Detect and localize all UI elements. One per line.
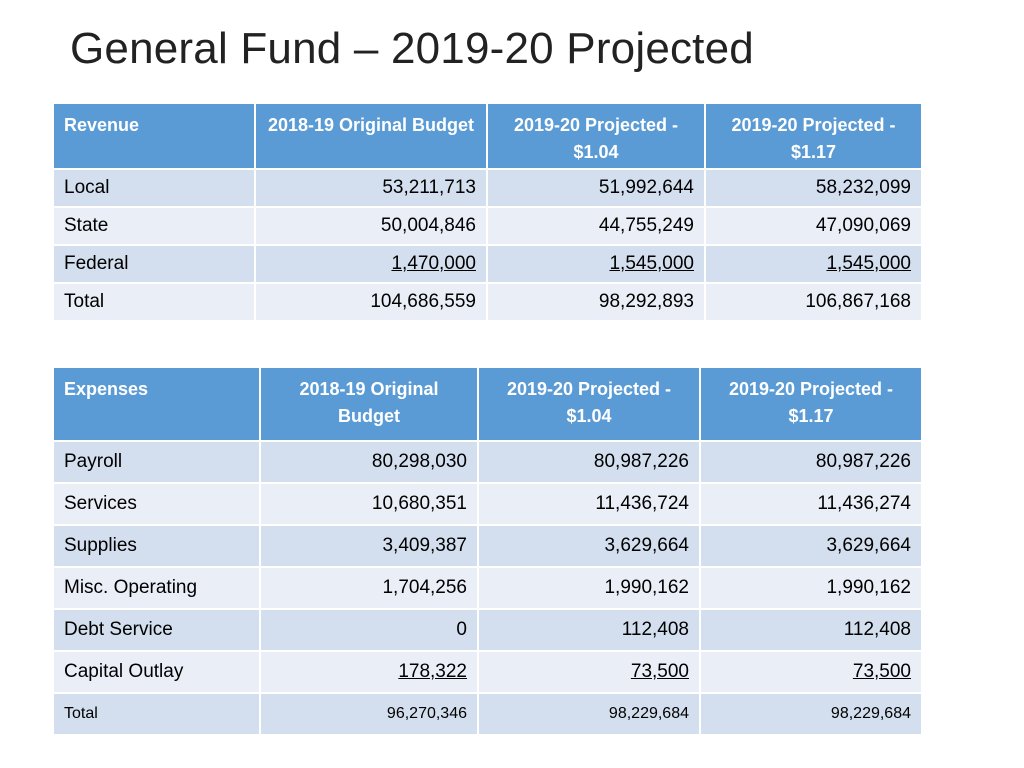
cell-value: 51,992,644 xyxy=(486,168,706,208)
cell-value: 1,545,000 xyxy=(486,244,706,284)
cell-value: 104,686,559 xyxy=(254,282,488,322)
row-label: Payroll xyxy=(52,440,261,484)
cell-value: 98,292,893 xyxy=(486,282,706,322)
cell-value: 98,229,684 xyxy=(699,692,923,736)
underlined-value: 178,322 xyxy=(398,661,467,682)
cell-value: 50,004,846 xyxy=(254,206,488,246)
table-row-total: Total 104,686,559 98,292,893 106,867,168 xyxy=(52,282,923,322)
table-row: Services 10,680,351 11,436,724 11,436,27… xyxy=(52,482,923,526)
table-row: Capital Outlay 178,322 73,500 73,500 xyxy=(52,650,923,694)
row-label: Total xyxy=(52,692,261,736)
cell-value: 178,322 xyxy=(259,650,479,694)
row-label: Supplies xyxy=(52,524,261,568)
expenses-header-row: Expenses 2018-19 Original Budget 2019-20… xyxy=(52,366,923,442)
underlined-value: 73,500 xyxy=(852,661,911,682)
cell-value: 11,436,274 xyxy=(699,482,923,526)
cell-value: 53,211,713 xyxy=(254,168,488,208)
row-label: Debt Service xyxy=(52,608,261,652)
expenses-table: Expenses 2018-19 Original Budget 2019-20… xyxy=(52,366,923,736)
table-row: Local 53,211,713 51,992,644 58,232,099 xyxy=(52,168,923,208)
row-label: Local xyxy=(52,168,256,208)
table-row: State 50,004,846 44,755,249 47,090,069 xyxy=(52,206,923,246)
expenses-header-original-budget: 2018-19 Original Budget xyxy=(259,366,479,442)
revenue-header-row: Revenue 2018-19 Original Budget 2019-20 … xyxy=(52,102,923,170)
cell-value: 3,629,664 xyxy=(477,524,701,568)
cell-value: 1,470,000 xyxy=(254,244,488,284)
cell-value: 73,500 xyxy=(699,650,923,694)
revenue-header-projected-117: 2019-20 Projected - $1.17 xyxy=(704,102,923,170)
table-row: Supplies 3,409,387 3,629,664 3,629,664 xyxy=(52,524,923,568)
underlined-value: 1,545,000 xyxy=(826,253,911,274)
cell-value: 80,298,030 xyxy=(259,440,479,484)
cell-value: 44,755,249 xyxy=(486,206,706,246)
row-label: Misc. Operating xyxy=(52,566,261,610)
expenses-header-projected-117: 2019-20 Projected - $1.17 xyxy=(699,366,923,442)
cell-value: 73,500 xyxy=(477,650,701,694)
cell-value: 1,990,162 xyxy=(699,566,923,610)
cell-value: 96,270,346 xyxy=(259,692,479,736)
cell-value: 80,987,226 xyxy=(699,440,923,484)
cell-value: 47,090,069 xyxy=(704,206,923,246)
cell-value: 1,704,256 xyxy=(259,566,479,610)
revenue-header-projected-104: 2019-20 Projected - $1.04 xyxy=(486,102,706,170)
underlined-value: 1,470,000 xyxy=(391,253,476,274)
cell-value: 80,987,226 xyxy=(477,440,701,484)
cell-value: 3,629,664 xyxy=(699,524,923,568)
revenue-table: Revenue 2018-19 Original Budget 2019-20 … xyxy=(52,102,923,322)
cell-value: 10,680,351 xyxy=(259,482,479,526)
cell-value: 106,867,168 xyxy=(704,282,923,322)
cell-value: 0 xyxy=(259,608,479,652)
cell-value: 3,409,387 xyxy=(259,524,479,568)
table-row-total: Total 96,270,346 98,229,684 98,229,684 xyxy=(52,692,923,736)
cell-value: 11,436,724 xyxy=(477,482,701,526)
row-label: Total xyxy=(52,282,256,322)
cell-value: 98,229,684 xyxy=(477,692,701,736)
underlined-value: 1,545,000 xyxy=(609,253,694,274)
cell-value: 1,990,162 xyxy=(477,566,701,610)
revenue-header-label: Revenue xyxy=(52,102,256,170)
cell-value: 112,408 xyxy=(699,608,923,652)
row-label: Services xyxy=(52,482,261,526)
revenue-header-original-budget: 2018-19 Original Budget xyxy=(254,102,488,170)
table-row: Payroll 80,298,030 80,987,226 80,987,226 xyxy=(52,440,923,484)
expenses-header-label: Expenses xyxy=(52,366,261,442)
table-row: Debt Service 0 112,408 112,408 xyxy=(52,608,923,652)
cell-value: 58,232,099 xyxy=(704,168,923,208)
row-label: Capital Outlay xyxy=(52,650,261,694)
cell-value: 1,545,000 xyxy=(704,244,923,284)
cell-value: 112,408 xyxy=(477,608,701,652)
expenses-header-projected-104: 2019-20 Projected - $1.04 xyxy=(477,366,701,442)
table-row: Misc. Operating 1,704,256 1,990,162 1,99… xyxy=(52,566,923,610)
row-label: Federal xyxy=(52,244,256,284)
underlined-value: 73,500 xyxy=(630,661,689,682)
table-row: Federal 1,470,000 1,545,000 1,545,000 xyxy=(52,244,923,284)
page-title: General Fund – 2019-20 Projected xyxy=(70,24,754,73)
row-label: State xyxy=(52,206,256,246)
